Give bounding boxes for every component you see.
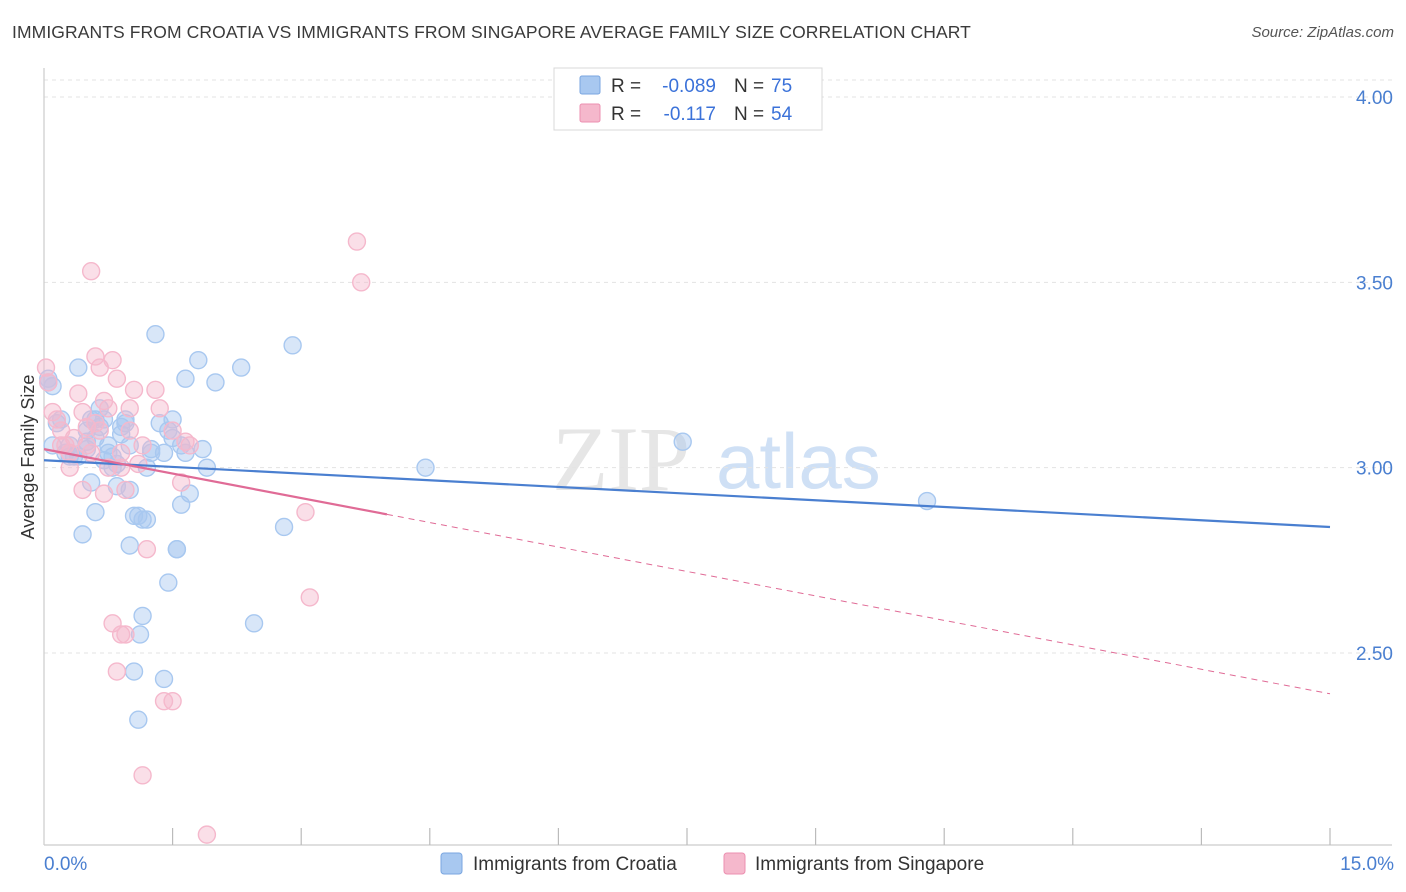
legend-r-value-1: -0.089 (662, 76, 716, 97)
data-point (99, 399, 118, 418)
data-point (69, 358, 88, 377)
data-point (347, 232, 367, 251)
x-ticks (172, 828, 1331, 845)
data-point (111, 443, 131, 463)
data-point (146, 380, 165, 400)
data-point (154, 443, 174, 463)
data-point (171, 473, 191, 492)
data-point (352, 273, 371, 292)
data-point (120, 480, 139, 500)
data-point (69, 384, 88, 403)
y-axis-label: Average Family Size (18, 375, 38, 540)
legend-r-label-2: R = (611, 104, 641, 125)
trend-line-solid-0 (43, 459, 1331, 529)
axes (43, 68, 1392, 846)
data-point (116, 480, 135, 500)
data-point (137, 510, 157, 529)
legend-n-label-1: N = (734, 76, 764, 97)
data-point (146, 325, 165, 344)
data-point (159, 573, 178, 592)
data-point (300, 588, 319, 607)
data-point (86, 347, 105, 366)
x-tick-label-max: 15.0% (1340, 854, 1394, 875)
data-point (116, 625, 135, 644)
data-point (90, 421, 109, 440)
legend-r-label-1: R = (611, 76, 641, 97)
data-point (150, 399, 169, 418)
data-point (206, 373, 225, 392)
data-point (154, 669, 174, 689)
data-point (197, 825, 217, 844)
data-point (189, 350, 208, 370)
data-point (673, 432, 692, 451)
legend-n-value-1: 75 (771, 76, 792, 97)
trend-line-solid-1 (43, 448, 388, 516)
x-tick-label-min: 0.0% (44, 854, 87, 875)
series-legend: Immigrants from Croatia Immigrants from … (440, 852, 984, 875)
data-point (60, 458, 79, 477)
y-tick-label: 3.50 (1356, 273, 1393, 294)
data-point (133, 510, 152, 529)
y-tick-label: 3.00 (1356, 459, 1393, 480)
data-point (283, 336, 302, 355)
data-point (176, 369, 195, 388)
data-point (86, 502, 105, 522)
legend-swatch-croatia (579, 75, 601, 95)
data-point (39, 373, 58, 392)
y-tick-labels: 2.50 3.00 3.50 4.00 (1356, 88, 1393, 665)
data-point (120, 536, 139, 555)
data-point (81, 262, 101, 281)
data-point (180, 436, 199, 455)
data-point (124, 380, 144, 400)
legend-r-value-2: -0.117 (664, 104, 716, 125)
data-point (36, 358, 56, 377)
y-tick-label: 2.50 (1356, 644, 1393, 665)
data-point (120, 421, 139, 440)
watermark-zip: ZIP (552, 408, 690, 510)
chart-title: IMMIGRANTS FROM CROATIA VS IMMIGRANTS FR… (12, 22, 971, 42)
data-point (133, 436, 152, 455)
data-point (416, 458, 435, 477)
data-point (129, 710, 148, 729)
data-point (296, 502, 315, 522)
data-point (133, 606, 152, 626)
data-point (167, 540, 187, 559)
legend-n-value-2: 54 (771, 104, 793, 125)
y-tick-label: 4.00 (1356, 88, 1393, 109)
bottom-legend-label-singapore: Immigrants from Singapore (755, 854, 984, 875)
data-point (133, 766, 152, 785)
data-point (107, 662, 127, 681)
data-point (73, 480, 92, 500)
legend-swatch-singapore (579, 103, 601, 123)
data-point (103, 350, 122, 370)
data-point (163, 421, 182, 440)
trend-line-dashed-1 (386, 513, 1331, 695)
bottom-legend-swatch-croatia (440, 852, 463, 875)
data-point (163, 691, 182, 711)
stats-legend: R = -0.089 N = 75 R = -0.117 N = 54 (553, 67, 823, 131)
data-point (244, 614, 264, 633)
croatia-points (39, 325, 937, 729)
data-point (107, 369, 127, 388)
watermark-atlas: atlas (716, 417, 881, 505)
data-point (111, 625, 131, 644)
data-point (130, 625, 150, 644)
bottom-legend-label-croatia: Immigrants from Croatia (473, 854, 677, 875)
bottom-legend-swatch-singapore (723, 852, 746, 875)
data-point (124, 662, 144, 681)
data-point (73, 525, 92, 544)
data-point (137, 540, 157, 559)
trend-lines (43, 448, 1331, 695)
data-point (120, 399, 139, 418)
data-point (47, 410, 67, 429)
data-point (274, 517, 294, 537)
data-point (231, 358, 251, 377)
data-point (94, 484, 114, 503)
legend-n-label-2: N = (734, 104, 764, 125)
source-label: Source: ZipAtlas.com (1251, 24, 1394, 41)
data-point (73, 402, 92, 422)
